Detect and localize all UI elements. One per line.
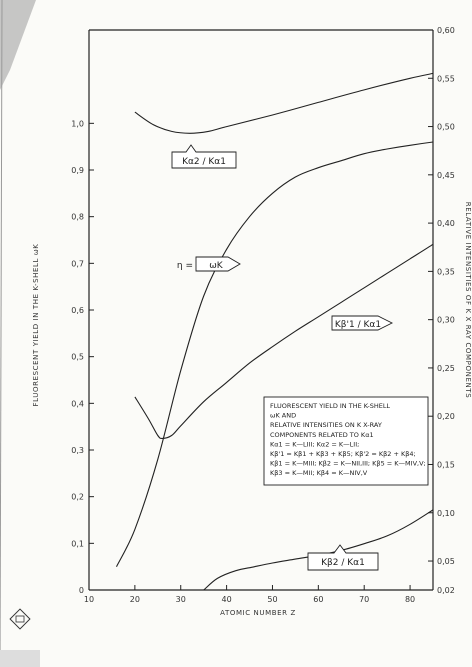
left-axis-label: FLUORESCENT YIELD IN THE K-SHELL ωK bbox=[32, 244, 40, 407]
right-tick-label: 0,15 bbox=[437, 460, 455, 469]
right-tick-label: 0,30 bbox=[437, 316, 455, 325]
series-curves bbox=[116, 72, 434, 591]
annotation-omega: η = ωK bbox=[177, 256, 241, 272]
right-axis-ticks: 0,02 0,05 0,10 0,15 0,20 0,25 0,30 0,35 0,40 0,45… bbox=[428, 26, 455, 595]
curve-kb2-ka1 bbox=[203, 509, 434, 591]
right-tick-label: 0,45 bbox=[437, 171, 455, 180]
curve-ka2-ka1 bbox=[134, 72, 434, 134]
left-tick-label: 0,7 bbox=[71, 259, 84, 268]
scan-edge-line bbox=[0, 0, 3, 667]
curve-omega-k bbox=[116, 141, 434, 567]
right-tick-label: 0,55 bbox=[437, 74, 455, 83]
annotation-kb1: Kβ'1 / Kα1 bbox=[331, 315, 394, 331]
right-tick-label: 0,02 bbox=[437, 586, 455, 595]
left-tick-label: 0,4 bbox=[71, 399, 84, 408]
svg-text:η =: η = bbox=[177, 261, 193, 271]
x-tick-label: 60 bbox=[313, 595, 323, 604]
x-axis-label: ATOMIC NUMBER Z bbox=[220, 609, 296, 617]
legend-line: Kα1 = K—LIII; Kα2 = K—LII; bbox=[270, 440, 359, 448]
right-tick-label: 0,20 bbox=[437, 412, 455, 421]
right-tick-label: 0,40 bbox=[437, 219, 455, 228]
svg-text:Kα2 / Kα1: Kα2 / Kα1 bbox=[182, 157, 226, 167]
right-tick-label: 0,60 bbox=[437, 26, 455, 35]
left-tick-label: 0,2 bbox=[71, 493, 84, 502]
svg-text:ωK: ωK bbox=[209, 261, 224, 271]
left-tick-label: 0,9 bbox=[71, 166, 84, 175]
curve-kb1-ka1 bbox=[134, 243, 434, 439]
stamp-logo-icon bbox=[9, 608, 31, 630]
plot-frame bbox=[88, 29, 434, 591]
legend-line: Kβ1 = K—MIII; Kβ2 = K—NII,III; Kβ5 = K—M… bbox=[270, 460, 426, 468]
x-tick-label: 40 bbox=[222, 595, 232, 604]
legend-box: FLUORESCENT YIELD IN THE K-SHELL ωK ANDRE… bbox=[263, 396, 429, 486]
legend-line: ωK AND bbox=[270, 412, 296, 420]
scan-corner-shadow bbox=[0, 0, 36, 90]
left-tick-label: 0,1 bbox=[71, 539, 84, 548]
right-axis-label: RELATIVE INTENSITIES OF K X RAY COMPONEN… bbox=[464, 202, 472, 398]
left-tick-label: 0,3 bbox=[71, 446, 84, 455]
left-tick-label: 0,8 bbox=[71, 213, 84, 222]
legend-line: Kβ3 = K—MII; Kβ4 = K—NIV,V bbox=[270, 469, 368, 477]
left-tick-label: 0,5 bbox=[71, 353, 84, 362]
svg-text:Kβ2 / Kα1: Kβ2 / Kα1 bbox=[321, 558, 365, 568]
annotation-kb2: Kβ2 / Kα1 bbox=[307, 544, 379, 571]
legend-line: RELATIVE INTENSITIES ON K X-RAY bbox=[270, 421, 382, 429]
right-tick-label: 0,10 bbox=[437, 509, 455, 518]
legend-line: FLUORESCENT YIELD IN THE K-SHELL bbox=[270, 402, 390, 410]
left-axis-ticks: 0 0,1 0,2 0,3 0,4 0,5 0,6 0,7 0,8 0,9 1,0 bbox=[71, 119, 94, 595]
left-tick-label: 0,6 bbox=[71, 306, 84, 315]
x-tick-label: 30 bbox=[176, 595, 186, 604]
scan-smudge bbox=[0, 650, 40, 667]
legend-line: COMPONENTS RELATED TO Kα1 bbox=[270, 431, 374, 439]
right-tick-label: 0,50 bbox=[437, 123, 455, 132]
x-tick-label: 70 bbox=[359, 595, 369, 604]
legend-line: Kβ'1 = Kβ1 + Kβ3 + Kβ5; Kβ'2 = Kβ2 + Kβ4… bbox=[270, 450, 416, 458]
x-axis-ticks: 10 20 30 40 50 60 70 80 bbox=[84, 585, 415, 604]
x-tick-label: 80 bbox=[405, 595, 415, 604]
left-tick-label: 0 bbox=[79, 586, 84, 595]
right-tick-label: 0,05 bbox=[437, 557, 455, 566]
right-tick-label: 0,25 bbox=[437, 364, 455, 373]
x-tick-label: 20 bbox=[130, 595, 140, 604]
right-tick-label: 0,35 bbox=[437, 267, 455, 276]
svg-text:Kβ'1 / Kα1: Kβ'1 / Kα1 bbox=[335, 320, 381, 330]
x-tick-label: 10 bbox=[84, 595, 94, 604]
x-tick-label: 50 bbox=[267, 595, 277, 604]
annotation-ka2: Kα2 / Kα1 bbox=[171, 144, 237, 169]
left-tick-label: 1,0 bbox=[71, 119, 84, 128]
